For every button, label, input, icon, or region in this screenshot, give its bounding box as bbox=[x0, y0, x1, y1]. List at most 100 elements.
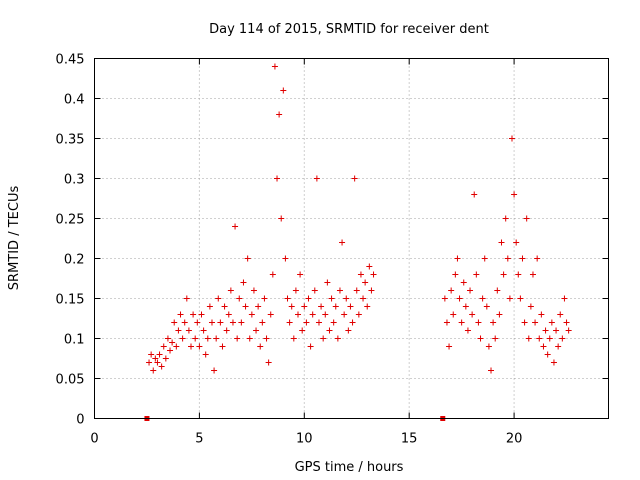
data-points bbox=[146, 63, 572, 374]
data-point bbox=[263, 335, 270, 342]
data-point bbox=[355, 311, 362, 318]
data-point bbox=[462, 303, 469, 310]
data-point bbox=[500, 271, 507, 278]
data-point bbox=[330, 319, 337, 326]
data-point bbox=[288, 303, 295, 310]
x-tick-label: 20 bbox=[506, 432, 523, 447]
data-point bbox=[546, 335, 553, 342]
data-point bbox=[253, 327, 260, 334]
data-point bbox=[529, 271, 536, 278]
data-point bbox=[519, 255, 526, 262]
data-point bbox=[315, 319, 322, 326]
data-point bbox=[307, 343, 314, 350]
data-point bbox=[244, 255, 251, 262]
plot-frame bbox=[94, 58, 609, 419]
data-point bbox=[297, 271, 304, 278]
data-point bbox=[229, 319, 236, 326]
data-point bbox=[347, 303, 354, 310]
data-point bbox=[343, 295, 350, 302]
data-point bbox=[353, 287, 360, 294]
data-point bbox=[265, 359, 272, 366]
data-point bbox=[443, 319, 450, 326]
data-point bbox=[534, 255, 541, 262]
y-tick-label: 0.05 bbox=[56, 373, 85, 388]
data-point bbox=[351, 175, 358, 182]
data-point bbox=[477, 335, 484, 342]
y-tick-label: 0.35 bbox=[56, 133, 85, 148]
data-point bbox=[276, 111, 283, 118]
data-point bbox=[555, 343, 562, 350]
ticks: 0 5 10 15 20 0 0.05 0.1 0.15 0.2 0.25 0.3 0.35 0.4 0.4… bbox=[56, 53, 609, 447]
x-tick-label: 5 bbox=[195, 432, 203, 447]
data-point bbox=[328, 295, 335, 302]
data-point bbox=[454, 255, 461, 262]
data-point bbox=[523, 215, 530, 222]
data-point bbox=[234, 335, 241, 342]
data-point bbox=[517, 295, 524, 302]
data-point bbox=[217, 319, 224, 326]
data-point bbox=[483, 303, 490, 310]
data-point bbox=[206, 303, 213, 310]
data-point bbox=[269, 271, 276, 278]
data-point bbox=[313, 175, 320, 182]
data-point bbox=[238, 319, 245, 326]
data-point bbox=[544, 351, 551, 358]
data-point bbox=[211, 367, 218, 374]
data-point bbox=[250, 287, 257, 294]
data-point bbox=[492, 335, 499, 342]
data-point bbox=[515, 271, 522, 278]
data-point bbox=[255, 303, 262, 310]
data-point bbox=[458, 319, 465, 326]
data-point bbox=[223, 327, 230, 334]
data-point bbox=[301, 303, 308, 310]
data-point bbox=[360, 295, 367, 302]
data-point bbox=[525, 335, 532, 342]
data-point bbox=[242, 303, 249, 310]
data-point bbox=[173, 343, 180, 350]
data-point bbox=[198, 311, 205, 318]
data-point bbox=[527, 303, 534, 310]
data-point bbox=[481, 255, 488, 262]
data-point bbox=[341, 311, 348, 318]
data-point bbox=[162, 355, 169, 362]
data-point bbox=[324, 279, 331, 286]
data-point bbox=[494, 287, 501, 294]
data-point bbox=[246, 335, 253, 342]
data-point bbox=[164, 335, 171, 342]
data-point bbox=[148, 351, 155, 358]
data-point bbox=[202, 351, 209, 358]
data-point bbox=[357, 271, 364, 278]
x-tick-label: 0 bbox=[90, 432, 98, 447]
grid bbox=[94, 58, 609, 419]
data-point bbox=[471, 191, 478, 198]
data-point bbox=[167, 347, 174, 354]
data-point bbox=[267, 311, 274, 318]
data-point bbox=[181, 319, 188, 326]
data-point bbox=[311, 287, 318, 294]
y-tick-label: 0.4 bbox=[64, 93, 85, 108]
data-point bbox=[225, 311, 232, 318]
data-point bbox=[550, 359, 557, 366]
data-point bbox=[448, 287, 455, 294]
data-point bbox=[532, 319, 539, 326]
data-point bbox=[336, 287, 343, 294]
data-point bbox=[282, 255, 289, 262]
data-point bbox=[565, 327, 572, 334]
data-point bbox=[504, 255, 511, 262]
data-point bbox=[171, 319, 178, 326]
data-point bbox=[185, 327, 192, 334]
data-point bbox=[490, 319, 497, 326]
data-point bbox=[292, 287, 299, 294]
x-axis-label: GPS time / hours bbox=[295, 460, 404, 475]
data-point bbox=[320, 335, 327, 342]
data-point bbox=[513, 239, 520, 246]
data-point bbox=[208, 319, 215, 326]
data-point bbox=[475, 319, 482, 326]
y-tick-label: 0.3 bbox=[64, 173, 85, 188]
data-point bbox=[146, 359, 153, 366]
data-point bbox=[349, 319, 356, 326]
data-point bbox=[488, 367, 495, 374]
data-point bbox=[290, 335, 297, 342]
data-point bbox=[536, 335, 543, 342]
data-point bbox=[286, 319, 293, 326]
